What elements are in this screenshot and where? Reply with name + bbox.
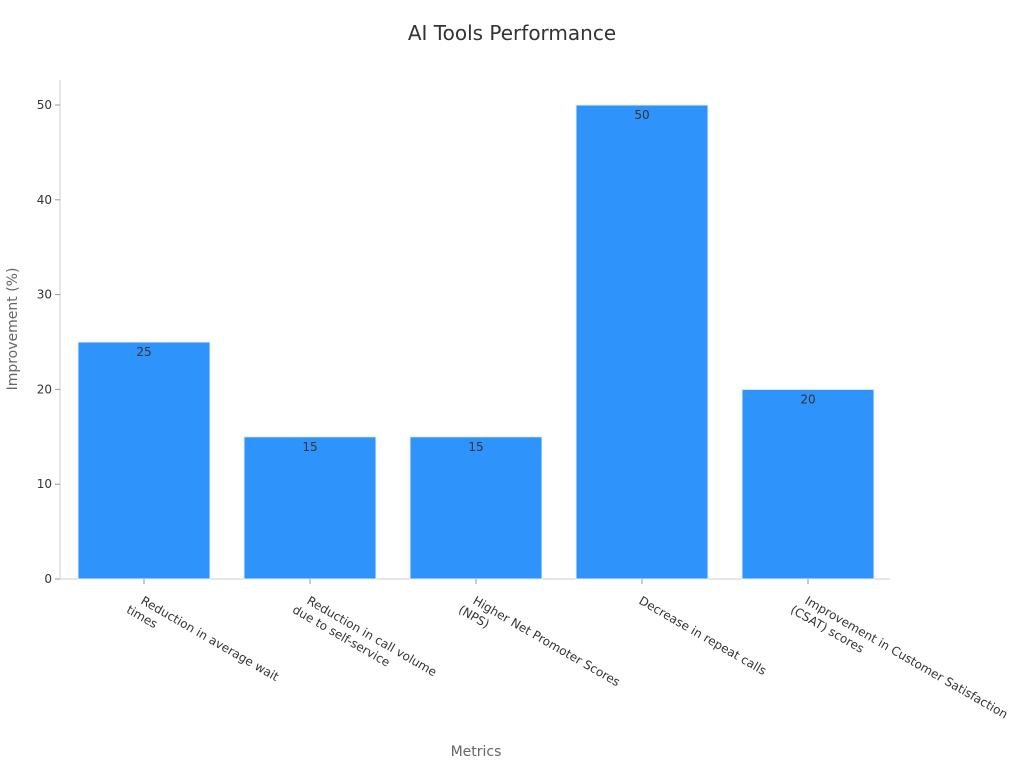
y-tick-label: 20 bbox=[37, 382, 52, 396]
x-axis-ticks: Reduction in average waittimes Reduction … bbox=[124, 579, 1010, 734]
data-labels: 25 15 15 50 20 bbox=[136, 108, 815, 454]
y-tick-label: 40 bbox=[37, 193, 52, 207]
bar bbox=[77, 341, 211, 580]
bar bbox=[243, 436, 377, 580]
bar-value-label: 50 bbox=[634, 108, 649, 122]
x-tick-label-line: Decrease in repeat calls bbox=[637, 593, 769, 677]
bar-value-label: 15 bbox=[302, 440, 317, 454]
bar bbox=[741, 388, 875, 580]
x-tick-label-line: Reduction in call volume bbox=[305, 593, 440, 679]
x-axis-title: Metrics bbox=[451, 744, 502, 760]
x-tick-label: Decrease in repeat calls bbox=[637, 593, 769, 677]
y-tick-label: 10 bbox=[37, 477, 52, 491]
x-tick-label: Reduction in call volumedue to self-serv… bbox=[290, 589, 439, 692]
bar bbox=[409, 436, 543, 580]
x-tick-label-line: Reduction in average wait bbox=[139, 593, 282, 684]
x-tick-label: Reduction in average waittimes bbox=[124, 589, 281, 697]
x-tick-label-line: Higher Net Promoter Scores bbox=[471, 593, 623, 689]
bar-value-label: 15 bbox=[468, 440, 483, 454]
bar-value-label: 20 bbox=[800, 392, 815, 406]
y-tick-label: 30 bbox=[37, 288, 52, 302]
bar-value-label: 25 bbox=[136, 345, 151, 359]
chart-title: AI Tools Performance bbox=[408, 21, 616, 45]
x-tick-label: Higher Net Promoter Scores(NPS) bbox=[456, 589, 622, 702]
y-tick-label: 50 bbox=[37, 98, 52, 112]
y-axis-title: Improvement (%) bbox=[5, 268, 21, 391]
bars bbox=[77, 104, 875, 580]
y-axis-ticks: 0 10 20 30 40 50 bbox=[37, 98, 60, 586]
bar bbox=[575, 104, 709, 580]
x-tick-label: Improvement in Customer Satisfaction(CSA… bbox=[788, 589, 1010, 734]
y-tick-label: 0 bbox=[44, 572, 52, 586]
x-tick-label-line: Improvement in Customer Satisfaction bbox=[803, 593, 1011, 721]
